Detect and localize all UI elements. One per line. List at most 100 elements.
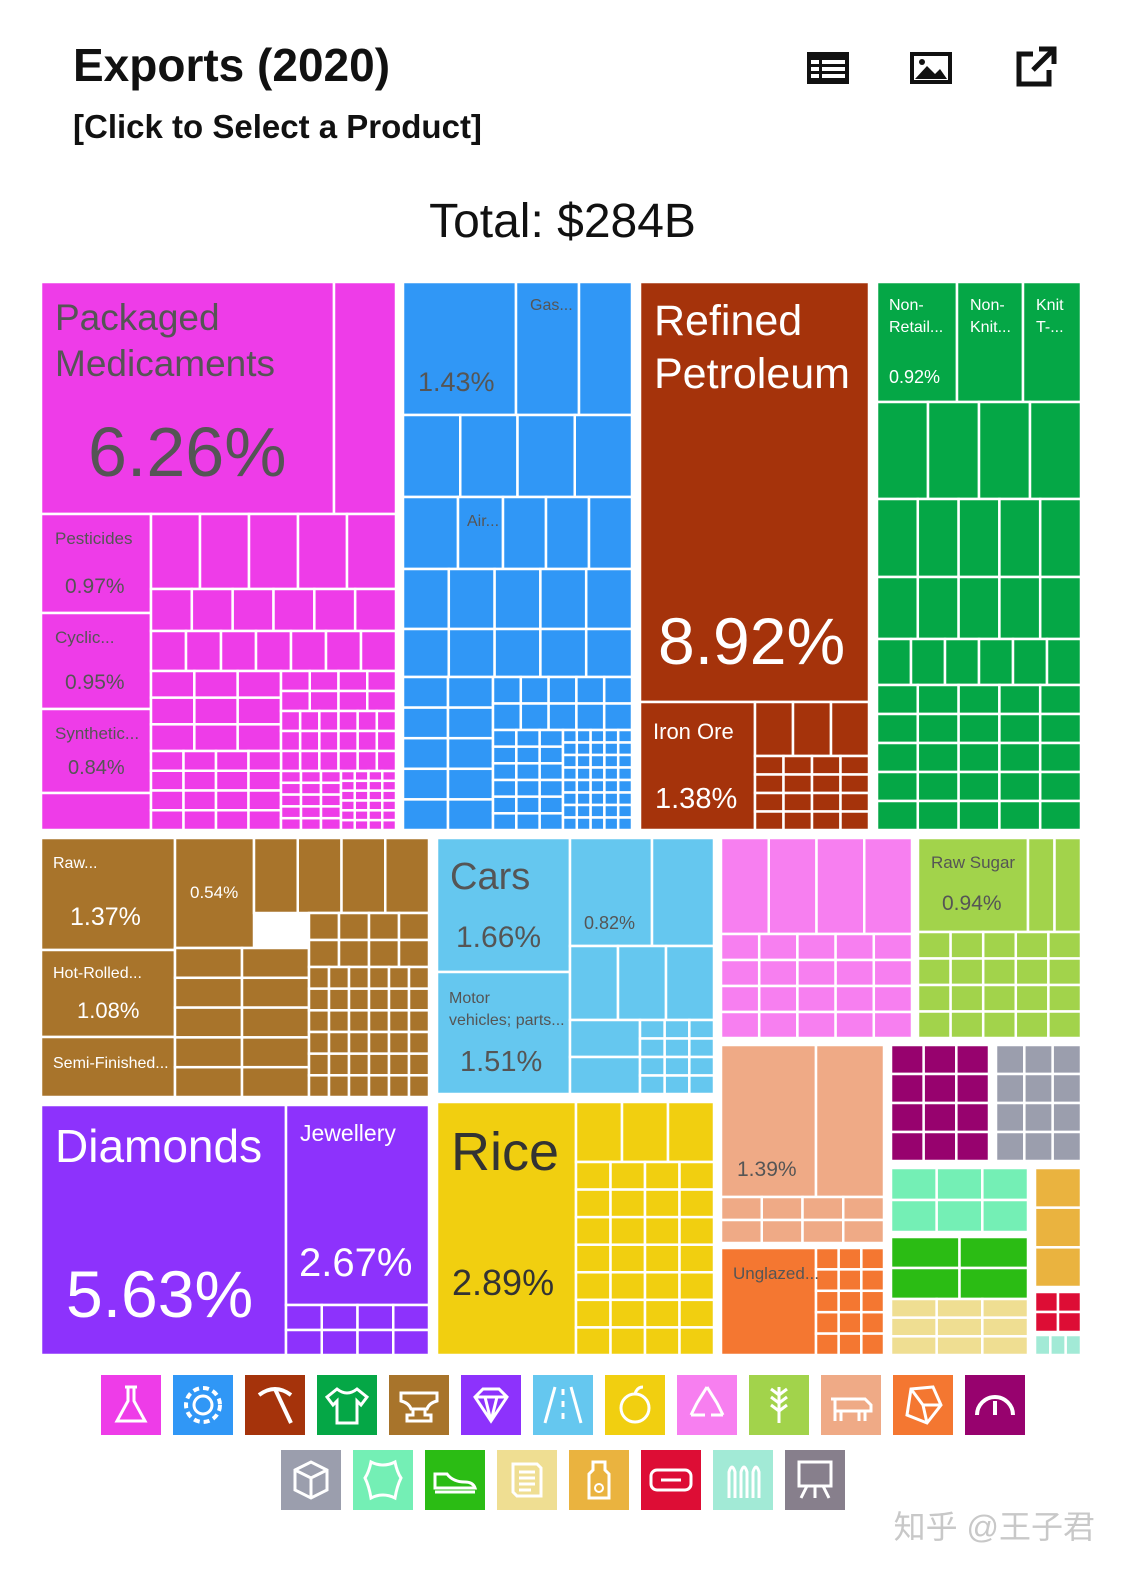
treemap-cell[interactable] <box>214 809 250 832</box>
treemap-cell[interactable] <box>872 932 914 962</box>
treemap-cell[interactable] <box>327 1030 351 1055</box>
treemap-cell[interactable] <box>538 795 565 815</box>
treemap-cell[interactable] <box>603 803 620 819</box>
treemap-cell[interactable] <box>935 1297 984 1319</box>
treemap-cell[interactable] <box>307 938 341 969</box>
treemap-cell[interactable] <box>958 1235 1030 1270</box>
treemap-cell[interactable] <box>299 793 323 808</box>
treemap-cell[interactable] <box>916 983 952 1013</box>
treemap-cell[interactable] <box>875 770 920 803</box>
select-product-hint[interactable]: [Click to Select a Product] <box>73 108 482 145</box>
treemap-cell[interactable] <box>353 809 370 822</box>
treemap-cell[interactable] <box>407 1052 431 1077</box>
treemap-cell[interactable] <box>574 1160 612 1191</box>
treemap-cell[interactable] <box>538 762 565 782</box>
treemap-cell[interactable] <box>872 1010 914 1040</box>
tile-air[interactable] <box>456 495 505 571</box>
tile-rice[interactable] <box>435 1100 578 1357</box>
treemap-cell[interactable] <box>1033 1290 1060 1314</box>
treemap-cell[interactable] <box>981 1297 1030 1319</box>
treemap-cell[interactable] <box>240 1036 311 1069</box>
treemap-cell[interactable] <box>957 741 1001 774</box>
treemap-cell[interactable] <box>353 769 370 783</box>
treemap-cell[interactable] <box>860 1246 886 1271</box>
treemap-cell[interactable] <box>173 1036 244 1069</box>
treemap-cell[interactable] <box>949 983 985 1013</box>
treemap-cell[interactable] <box>957 712 1001 745</box>
treemap-cell[interactable] <box>149 789 185 812</box>
treemap-cell[interactable] <box>279 805 303 820</box>
treemap-cell[interactable] <box>193 696 239 726</box>
treemap-cell[interactable] <box>1014 930 1050 960</box>
treemap-cell[interactable] <box>814 1310 840 1335</box>
treemap-cell[interactable] <box>182 809 218 832</box>
treemap-cell[interactable] <box>757 984 799 1014</box>
tile-motor-vehicles[interactable] <box>435 970 572 1096</box>
treemap-cell[interactable] <box>767 836 818 936</box>
treemap-cell[interactable] <box>916 799 960 832</box>
treemap-cell[interactable] <box>837 1332 863 1357</box>
table-view-button[interactable] <box>804 44 852 92</box>
treemap-cell[interactable] <box>339 818 356 832</box>
treemap-cell[interactable] <box>193 669 239 699</box>
treemap-cell[interactable] <box>949 930 985 960</box>
treemap-cell[interactable] <box>332 280 398 516</box>
treemap-cell[interactable] <box>236 696 283 726</box>
treemap-cell[interactable] <box>367 799 384 812</box>
treemap-cell[interactable] <box>875 400 930 501</box>
treemap-cell[interactable] <box>182 789 218 812</box>
treemap-cell[interactable] <box>643 1326 681 1357</box>
treemap-cell[interactable] <box>834 932 876 962</box>
treemap-cell[interactable] <box>254 629 293 673</box>
treemap-cell[interactable] <box>889 1266 961 1301</box>
treemap-cell[interactable] <box>616 766 634 782</box>
treemap-cell[interactable] <box>753 773 785 795</box>
treemap-cell[interactable] <box>236 669 283 699</box>
treemap-cell[interactable] <box>324 629 363 673</box>
treemap-cell[interactable] <box>296 512 349 591</box>
treemap-cell[interactable] <box>719 1195 763 1222</box>
treemap-cell[interactable] <box>916 957 952 987</box>
treemap-cell[interactable] <box>1033 1206 1083 1249</box>
tile-jewellery[interactable] <box>284 1103 431 1307</box>
treemap-cell[interactable] <box>446 706 495 740</box>
treemap-cell[interactable] <box>872 958 914 988</box>
treemap-cell[interactable] <box>173 1006 244 1039</box>
treemap-cell[interactable] <box>620 1100 670 1164</box>
treemap-cell[interactable] <box>491 778 518 798</box>
treemap-cell[interactable] <box>760 1218 804 1245</box>
treemap-cell[interactable] <box>515 778 541 798</box>
treemap-cell[interactable] <box>839 791 871 813</box>
treemap-cell[interactable] <box>575 816 592 832</box>
treemap-cell[interactable] <box>1033 1310 1060 1334</box>
treemap-cell[interactable] <box>875 637 913 687</box>
treemap-cell[interactable] <box>337 749 359 773</box>
treemap-cell[interactable] <box>279 749 302 773</box>
treemap-cell[interactable] <box>284 1303 323 1332</box>
treemap-cell[interactable] <box>516 413 576 499</box>
treemap-cell[interactable] <box>573 413 634 499</box>
treemap-cell[interactable] <box>1028 400 1083 501</box>
treemap-cell[interactable] <box>493 627 542 679</box>
treemap-cell[interactable] <box>958 1266 1030 1301</box>
category-filter-pickaxe[interactable] <box>244 1375 305 1435</box>
treemap-cell[interactable] <box>616 803 634 819</box>
treemap-cell[interactable] <box>935 1316 984 1338</box>
treemap-cell[interactable] <box>1051 1072 1083 1105</box>
tile-semi-finished[interactable] <box>39 1035 177 1099</box>
treemap-cell[interactable] <box>149 809 185 832</box>
treemap-cell[interactable] <box>574 1188 612 1219</box>
treemap-cell[interactable] <box>935 1166 984 1202</box>
treemap-cell[interactable] <box>1033 1246 1083 1289</box>
treemap-cell[interactable] <box>149 749 185 772</box>
treemap-cell[interactable] <box>834 984 876 1014</box>
treemap-cell[interactable] <box>616 728 634 744</box>
treemap-cell[interactable] <box>401 413 462 499</box>
treemap-cell[interactable] <box>299 816 323 832</box>
treemap-cell[interactable] <box>1033 1333 1052 1357</box>
treemap-cell[interactable] <box>609 1298 647 1329</box>
treemap-cell[interactable] <box>998 799 1042 832</box>
treemap-cell[interactable] <box>609 1215 647 1246</box>
treemap-cell[interactable] <box>561 753 579 769</box>
treemap-cell[interactable] <box>616 816 634 832</box>
